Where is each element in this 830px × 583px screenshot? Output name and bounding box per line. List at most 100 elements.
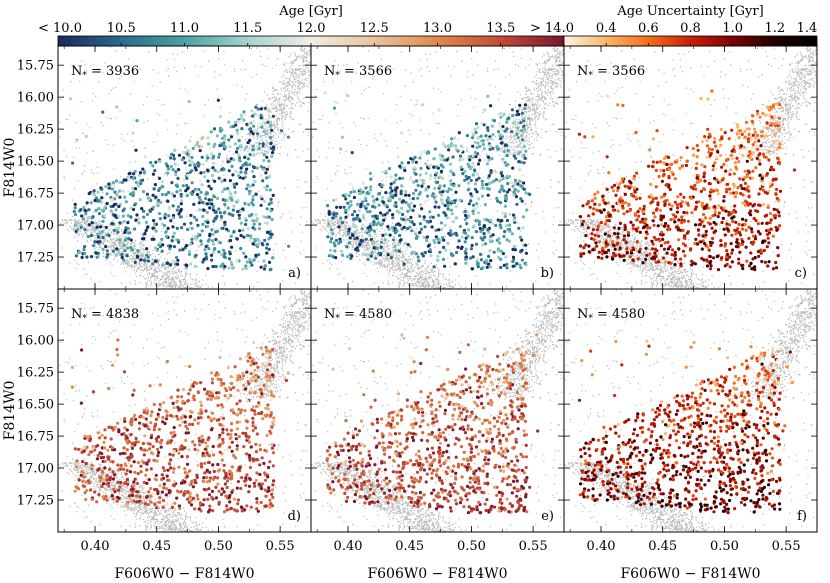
star-point xyxy=(773,132,777,137)
star-point xyxy=(248,238,252,243)
star-point xyxy=(739,191,743,196)
star-point xyxy=(363,192,367,196)
star-point xyxy=(77,478,81,482)
star-point xyxy=(767,158,771,162)
star-point xyxy=(99,456,103,460)
star-point xyxy=(187,252,191,256)
star-point xyxy=(228,507,232,511)
star-point xyxy=(334,475,338,480)
star-point xyxy=(154,473,158,477)
star-point xyxy=(523,107,527,111)
star-point xyxy=(495,196,499,201)
star-point xyxy=(479,368,483,372)
star-point xyxy=(703,241,707,246)
star-point xyxy=(472,389,476,393)
star-point xyxy=(232,386,236,390)
star-point xyxy=(740,223,745,227)
star-point xyxy=(459,445,464,449)
star-point xyxy=(670,170,674,174)
star-point xyxy=(756,222,760,226)
star-point xyxy=(776,199,781,203)
star-point xyxy=(384,169,388,173)
star-point xyxy=(729,153,733,157)
star-point xyxy=(248,391,252,395)
star-point xyxy=(644,236,648,240)
star-point xyxy=(187,100,191,104)
star-point xyxy=(355,433,359,437)
star-point xyxy=(250,359,254,364)
star-point xyxy=(484,508,488,513)
star-point xyxy=(139,470,143,474)
star-point xyxy=(452,184,456,188)
uncertainty-tick-label: 0.4 xyxy=(596,21,617,36)
star-point xyxy=(365,210,369,214)
y-tick-label: 17.00 xyxy=(17,462,54,477)
star-point xyxy=(454,216,458,220)
star-point xyxy=(458,224,462,229)
star-point xyxy=(232,497,237,501)
star-point xyxy=(579,252,583,256)
star-point xyxy=(720,165,724,169)
star-point xyxy=(391,470,395,474)
star-point xyxy=(360,472,364,476)
star-point xyxy=(199,503,203,507)
star-point xyxy=(679,192,683,196)
star-point xyxy=(161,420,165,424)
star-point xyxy=(438,431,442,436)
star-point xyxy=(774,102,778,106)
star-point xyxy=(149,500,153,504)
star-point xyxy=(438,404,442,408)
star-point xyxy=(206,438,210,442)
star-point xyxy=(420,150,424,154)
star-point xyxy=(137,221,141,225)
star-point xyxy=(708,134,712,138)
star-point xyxy=(642,225,647,229)
star-point xyxy=(730,248,735,252)
star-point xyxy=(223,134,227,138)
star-point xyxy=(202,257,206,262)
star-point xyxy=(474,130,478,135)
star-point xyxy=(620,177,625,181)
star-point xyxy=(484,462,488,466)
star-point xyxy=(154,229,158,233)
star-point xyxy=(485,364,489,368)
star-point xyxy=(398,485,402,490)
star-point xyxy=(510,232,514,236)
star-point xyxy=(597,234,601,238)
star-point xyxy=(100,452,104,456)
star-point xyxy=(473,475,478,479)
star-point xyxy=(722,133,727,137)
star-point xyxy=(465,492,469,496)
star-point xyxy=(220,487,224,491)
star-point xyxy=(102,478,106,482)
star-point xyxy=(183,480,187,484)
star-point xyxy=(721,208,725,212)
star-point xyxy=(361,200,365,204)
star-point xyxy=(465,149,469,153)
star-point xyxy=(128,192,133,196)
star-point xyxy=(511,350,515,354)
star-point xyxy=(465,134,469,138)
star-point xyxy=(443,489,447,493)
star-point xyxy=(262,461,266,465)
star-point xyxy=(480,139,484,143)
star-point xyxy=(268,460,272,464)
star-point xyxy=(88,434,92,439)
star-point xyxy=(199,408,203,412)
star-point xyxy=(113,213,117,217)
star-point xyxy=(443,412,447,416)
star-point xyxy=(599,220,604,225)
star-point xyxy=(478,144,482,148)
star-point xyxy=(672,213,676,217)
star-point xyxy=(223,178,227,182)
star-point xyxy=(490,239,494,243)
star-point xyxy=(697,233,701,237)
star-point xyxy=(454,477,458,481)
star-point xyxy=(125,468,129,472)
star-point xyxy=(212,469,216,474)
star-point xyxy=(522,509,526,513)
star-point xyxy=(116,338,120,342)
star-point xyxy=(469,455,473,460)
star-point xyxy=(209,428,214,432)
star-point xyxy=(431,215,435,219)
